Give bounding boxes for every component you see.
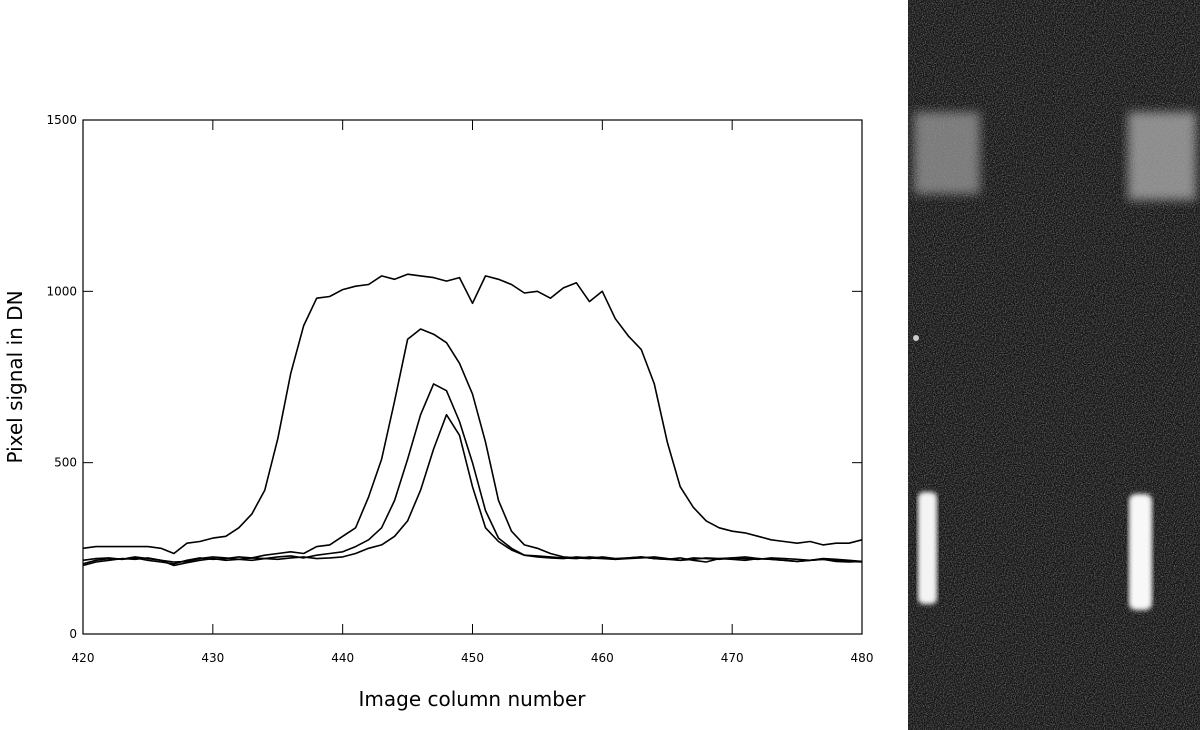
x-tick-label: 480 <box>851 651 874 665</box>
x-tick-label: 470 <box>721 651 744 665</box>
detector-image <box>908 0 1200 730</box>
series-line <box>82 328 863 565</box>
y-axis-label: Pixel signal in DN <box>3 290 27 463</box>
y-tick-label: 500 <box>54 456 77 470</box>
x-tick-label: 460 <box>591 651 614 665</box>
y-tick-label: 1000 <box>46 284 77 298</box>
x-tick-label: 430 <box>201 651 224 665</box>
x-axis-label: Image column number <box>358 687 586 711</box>
series-line <box>82 273 863 555</box>
y-tick-label: 1500 <box>46 113 77 127</box>
y-tick-label: 0 <box>69 627 77 641</box>
x-tick-label: 440 <box>331 651 354 665</box>
x-tick-label: 420 <box>72 651 95 665</box>
x-tick-label: 450 <box>461 651 484 665</box>
series-line <box>82 413 863 567</box>
series-line <box>82 383 863 563</box>
